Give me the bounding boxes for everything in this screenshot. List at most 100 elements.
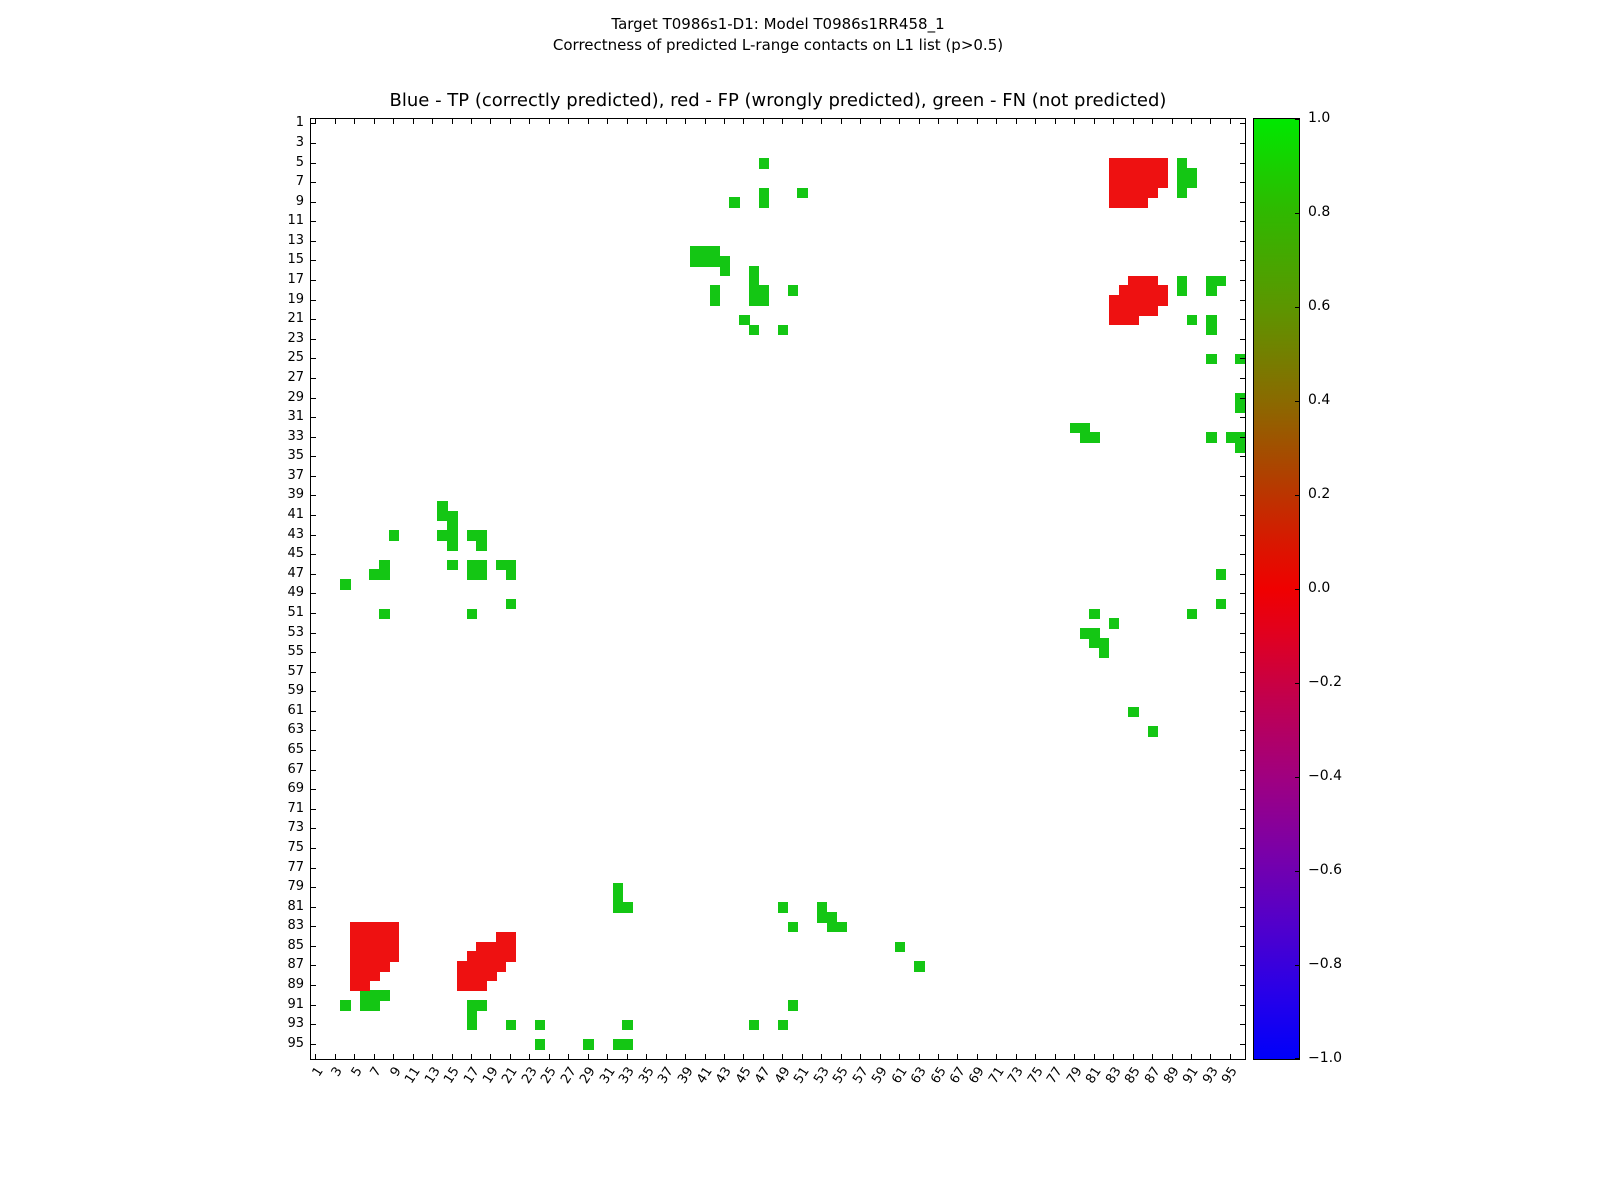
axis-tick-mark <box>1035 119 1037 124</box>
axis-tick-mark <box>1240 828 1245 830</box>
y-tick-label: 51 <box>287 604 304 620</box>
axis-tick-mark <box>1240 260 1245 262</box>
axis-tick-mark <box>311 573 316 575</box>
fp-cell <box>456 980 468 992</box>
fp-cell <box>1108 187 1120 199</box>
colorbar-tick-mark <box>1295 400 1300 402</box>
fp-cell <box>456 970 468 982</box>
fn-cell <box>690 256 701 267</box>
fp-cell <box>1128 158 1139 169</box>
axis-tick-mark <box>311 201 316 203</box>
axis-tick-mark <box>1240 1004 1245 1006</box>
fn-cell <box>700 246 711 257</box>
fn-cell <box>466 559 478 571</box>
axis-tick-mark <box>311 1004 316 1006</box>
fn-cell <box>758 285 769 296</box>
axis-tick-mark <box>1113 119 1115 124</box>
fn-cell <box>379 990 390 1001</box>
fp-cell <box>476 970 487 982</box>
fp-cell <box>1108 197 1120 208</box>
axis-tick-mark <box>1240 358 1245 360</box>
fn-cell <box>369 569 380 580</box>
axis-tick-mark <box>311 495 316 497</box>
fn-cell <box>1206 314 1217 326</box>
axis-tick-mark <box>1074 1054 1076 1059</box>
fn-cell <box>1069 422 1081 434</box>
fn-cell <box>622 1039 633 1050</box>
fn-cell <box>816 912 828 923</box>
axis-tick-mark <box>646 1054 648 1059</box>
y-tick-label: 81 <box>287 898 304 914</box>
axis-tick-mark <box>723 1054 725 1059</box>
axis-tick-mark <box>471 1054 473 1059</box>
fn-cell <box>1176 285 1188 296</box>
axis-tick-mark <box>1210 1054 1212 1059</box>
fp-cell <box>1108 177 1120 189</box>
fp-cell <box>1147 305 1159 316</box>
fp-cell <box>1147 295 1159 306</box>
fn-cell <box>914 961 925 972</box>
axis-tick-mark <box>311 926 316 928</box>
fn-cell <box>797 187 808 199</box>
colorbar-tick-label: −0.6 <box>1308 862 1342 878</box>
fp-cell <box>349 941 361 952</box>
axis-tick-mark <box>626 1054 628 1059</box>
fp-cell <box>1118 187 1129 199</box>
fp-cell <box>1128 187 1139 199</box>
fn-cell <box>476 559 487 571</box>
axis-tick-mark <box>311 142 316 144</box>
fp-cell <box>1128 197 1139 208</box>
axis-tick-mark <box>311 456 316 458</box>
axis-tick-mark <box>879 1054 881 1059</box>
axis-tick-mark <box>373 119 375 124</box>
fn-cell <box>787 1000 799 1011</box>
fn-cell <box>1235 402 1245 414</box>
fp-cell <box>486 941 497 952</box>
axis-tick-mark <box>1240 319 1245 321</box>
axis-tick-mark <box>899 1054 901 1059</box>
axis-tick-mark <box>685 1054 687 1059</box>
fp-cell <box>359 931 371 943</box>
y-tick-label: 61 <box>287 702 304 718</box>
axis-tick-mark <box>311 847 316 849</box>
y-tick-label: 9 <box>295 193 304 209</box>
fp-cell <box>1157 177 1168 189</box>
fn-cell <box>437 530 448 541</box>
axis-tick-mark <box>1132 119 1134 124</box>
fp-cell <box>1128 275 1139 287</box>
colorbar-tick-label: 0.6 <box>1308 298 1331 314</box>
fp-cell <box>379 941 390 952</box>
fn-cell <box>1147 726 1159 737</box>
axis-tick-mark <box>1054 119 1056 124</box>
y-tick-label: 83 <box>287 918 304 934</box>
colorbar-tick-label: 0.0 <box>1308 580 1331 596</box>
axis-tick-mark <box>568 119 570 124</box>
fn-cell <box>758 187 769 199</box>
fn-cell <box>719 256 731 267</box>
fp-cell <box>1157 167 1168 179</box>
axis-tick-mark <box>1229 1054 1231 1059</box>
axis-tick-mark <box>311 985 316 987</box>
fp-cell <box>1137 305 1149 316</box>
y-tick-label: 55 <box>287 644 304 660</box>
fn-cell <box>534 1039 546 1050</box>
axis-tick-mark <box>1240 750 1245 752</box>
axis-tick-mark <box>1210 119 1212 124</box>
axis-tick-mark <box>821 1054 823 1059</box>
fn-cell <box>709 246 721 257</box>
y-tick-label: 43 <box>287 526 304 542</box>
y-tick-label: 95 <box>287 1035 304 1051</box>
fn-cell <box>1128 706 1139 717</box>
fn-cell <box>748 295 760 306</box>
fn-cell <box>739 314 750 326</box>
y-tick-label: 11 <box>287 213 304 229</box>
y-tick-label: 87 <box>287 957 304 973</box>
fp-cell <box>369 921 380 933</box>
axis-tick-mark <box>548 1054 550 1059</box>
colorbar-tick-mark <box>1295 588 1300 590</box>
fp-cell <box>1108 167 1120 179</box>
fp-cell <box>1118 197 1129 208</box>
axis-tick-mark <box>311 789 316 791</box>
fp-cell <box>359 970 371 982</box>
y-tick-label: 47 <box>287 565 304 581</box>
